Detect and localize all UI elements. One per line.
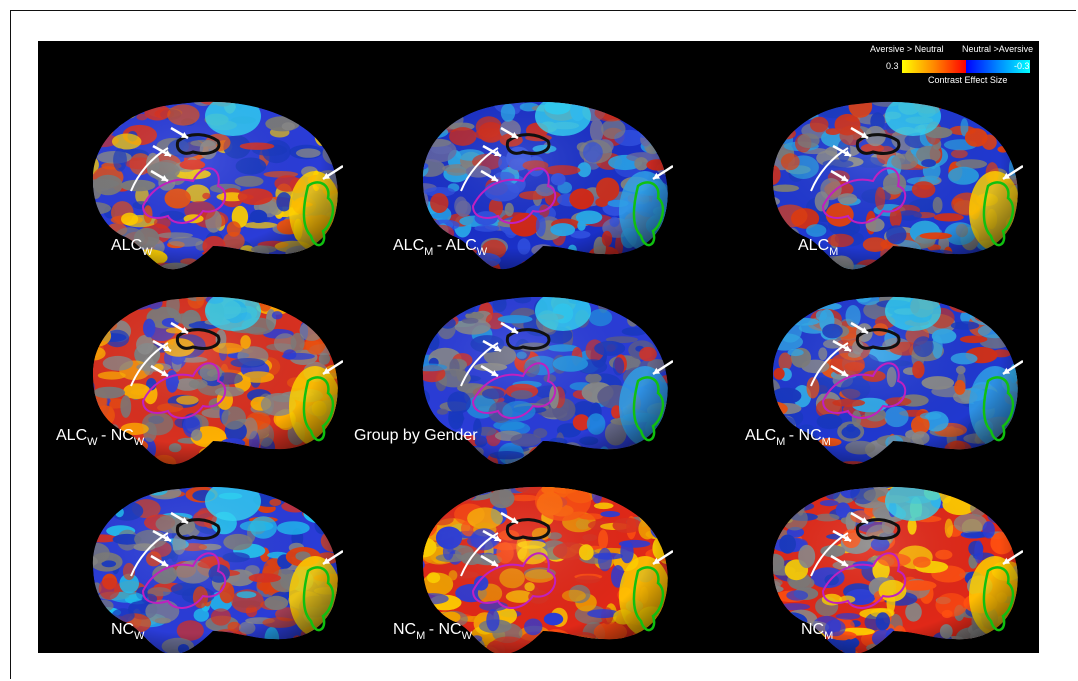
panel-label: NCM - NCW [393, 621, 472, 642]
legend-caption: Contrast Effect Size [928, 75, 1008, 85]
brain-panel [83, 86, 403, 286]
brain-panel [763, 86, 1039, 286]
panel-label: ALCW [111, 237, 153, 258]
brain-surface [772, 486, 1023, 653]
figure-frame [10, 10, 1076, 679]
panel-label: NCW [111, 621, 145, 642]
panel-label: ALCM [798, 237, 838, 258]
brain-panel [413, 281, 733, 481]
brain-surface [772, 296, 1023, 465]
panel-label: ALCM - ALCW [393, 237, 487, 258]
warm-colorbar [902, 60, 966, 73]
brain-surface [772, 101, 1023, 270]
legend-left-value: 0.3 [886, 61, 899, 71]
legend-left-title: Aversive > Neutral [870, 44, 944, 54]
brain-panel [763, 471, 1039, 653]
legend-right-title: Neutral >Aversive [962, 44, 1034, 54]
brain-surface [422, 101, 673, 270]
cool-colorbar [966, 60, 1030, 73]
brain-panel [83, 471, 403, 653]
brain-panel [413, 471, 733, 653]
brain-surface [92, 296, 343, 465]
color-legend: Aversive > Neutral Neutral >Aversive 0.3… [868, 41, 1038, 87]
legend-right-value: -0.3 [1014, 61, 1030, 71]
brain-surface [422, 296, 673, 465]
brain-figure: Aversive > Neutral Neutral >Aversive 0.3… [38, 41, 1039, 653]
panel-label: NCM [801, 621, 833, 642]
brain-panel [413, 86, 733, 286]
brain-surface [422, 486, 673, 653]
panel-label: Group by Gender [354, 427, 478, 444]
brain-panel [83, 281, 403, 481]
panel-label: ALCM - NCM [745, 427, 831, 448]
brain-panel [763, 281, 1039, 481]
brain-surface [92, 486, 343, 653]
brain-surface [92, 101, 343, 270]
panel-label: ALCW - NCW [56, 427, 144, 448]
